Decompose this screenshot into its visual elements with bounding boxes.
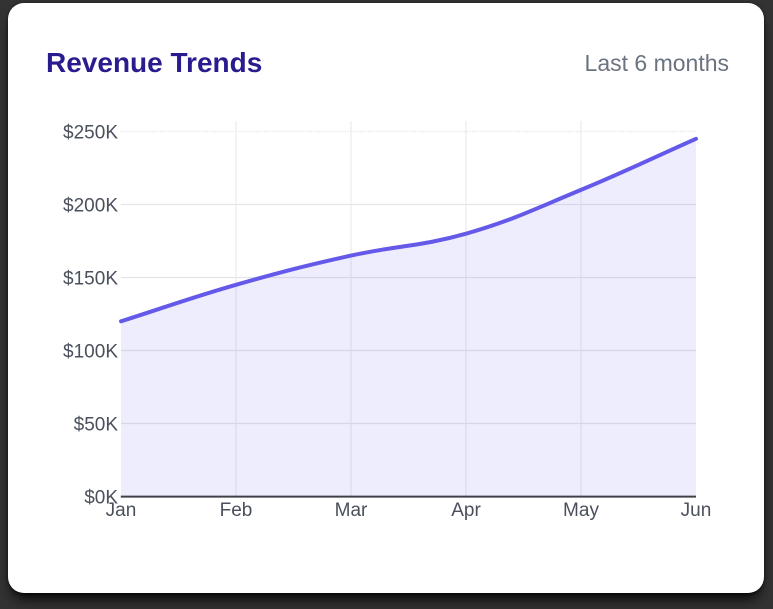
- svg-text:$0K: $0K: [84, 488, 118, 509]
- svg-text:$150K: $150K: [63, 269, 118, 290]
- svg-text:$250K: $250K: [63, 123, 118, 144]
- svg-text:Jan: Jan: [106, 500, 137, 521]
- svg-text:$200K: $200K: [63, 196, 118, 217]
- svg-text:Jun: Jun: [681, 500, 712, 521]
- svg-text:Apr: Apr: [451, 500, 481, 521]
- svg-text:Feb: Feb: [220, 500, 253, 521]
- svg-text:$100K: $100K: [63, 342, 118, 363]
- svg-text:Mar: Mar: [335, 500, 368, 521]
- svg-text:$50K: $50K: [74, 415, 119, 436]
- svg-text:May: May: [563, 500, 599, 521]
